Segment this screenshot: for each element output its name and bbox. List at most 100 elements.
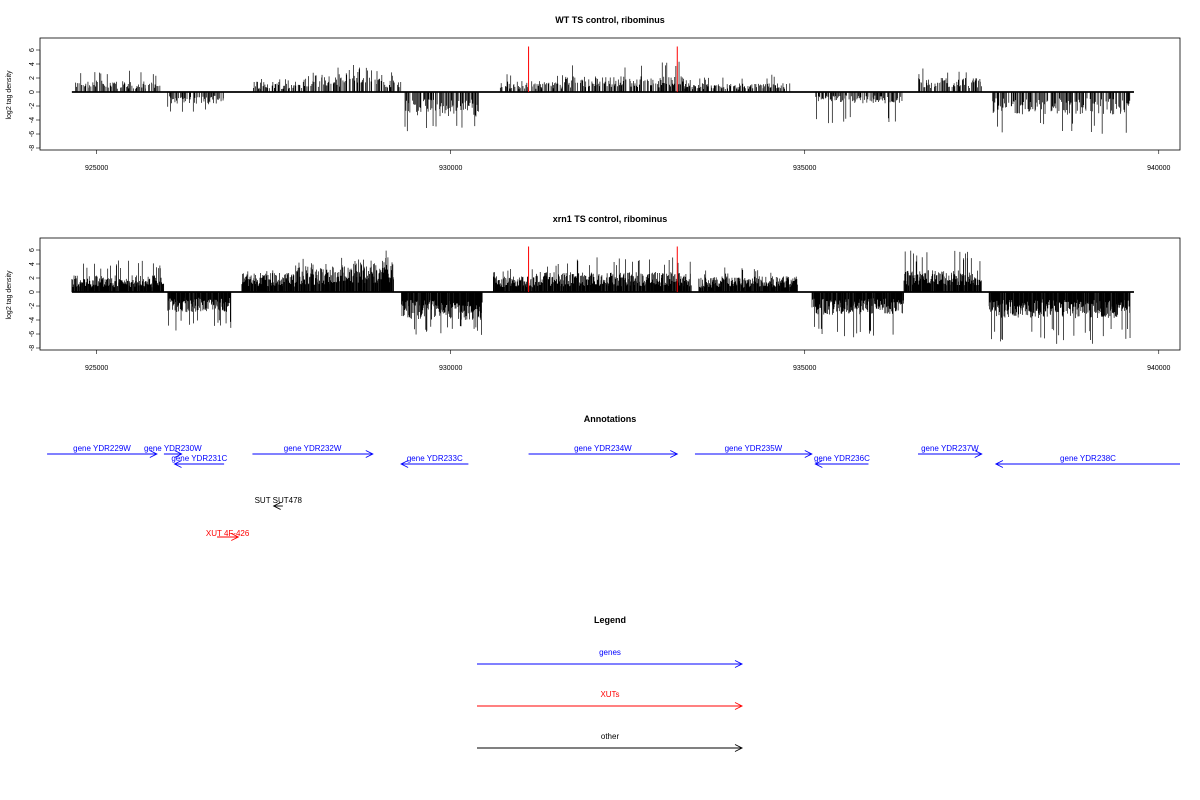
feature-label: gene YDR237W [921, 444, 979, 453]
feature-label: gene YDR236C [814, 454, 870, 463]
y-tick-label: 4 [29, 262, 36, 266]
density-segment [294, 257, 352, 292]
y-tick-label: -8 [29, 145, 36, 151]
density-segment [492, 269, 536, 292]
annotation-feature: gene YDR232W [252, 444, 374, 458]
density-segment [302, 67, 341, 92]
y-tick-label: -4 [29, 317, 36, 323]
density-segment [811, 292, 904, 338]
density-segment [992, 92, 1131, 134]
x-tick-label: 935000 [793, 365, 816, 372]
annotation-feature: gene YDR231C [171, 454, 227, 468]
density-segment [903, 250, 982, 292]
arrowhead-right [149, 450, 158, 458]
density-segment [918, 68, 982, 92]
x-tick-label: 930000 [439, 365, 462, 372]
x-tick-label: 935000 [793, 165, 816, 172]
wt-y-axis-label: log2 tag density [6, 70, 13, 120]
arrowhead-right [670, 450, 679, 458]
density-segment [340, 65, 383, 92]
y-tick-label: 0 [29, 290, 36, 294]
legend-arrowhead [734, 702, 744, 710]
y-tick-label: 6 [29, 48, 36, 52]
density-segment [564, 61, 691, 92]
density-segment [535, 257, 692, 292]
legend-arrowhead [734, 660, 744, 668]
feature-label: gene YDR230W [144, 444, 202, 453]
legend-arrowhead [734, 744, 744, 752]
xrn1-y-axis-label: log2 tag density [6, 270, 13, 320]
annotation-feature: gene YDR229W [47, 444, 158, 458]
feature-label: gene YDR234W [574, 444, 632, 453]
y-tick-label: -2 [29, 303, 36, 309]
x-tick-label: 940000 [1147, 165, 1170, 172]
wt-density-panel: WT TS control, ribominus log2 tag densit… [6, 15, 1181, 172]
xrn1-y-axis: 6 4 2 0 -2 -4 -6 -8 [29, 248, 41, 351]
density-segment [684, 74, 791, 92]
annotation-feature: gene YDR236C [814, 454, 870, 468]
legend-title: Legend [594, 615, 626, 625]
legend-panel: Legend genes XUTs other [477, 615, 744, 752]
density-segment [75, 70, 161, 92]
density-segment [351, 250, 394, 292]
legend-item: other [477, 732, 744, 752]
density-segment [253, 78, 303, 92]
feature-label: XUT 4F-426 [206, 529, 250, 538]
arrowhead-right [365, 450, 374, 458]
density-segment [71, 260, 165, 292]
y-tick-label: 6 [29, 248, 36, 252]
xrn1-x-axis: 925000 930000 935000 940000 [85, 350, 1171, 372]
y-tick-label: -2 [29, 103, 36, 109]
y-tick-label: -4 [29, 117, 36, 123]
wt-density-bars [71, 61, 1134, 134]
annotations-title: Annotations [584, 414, 637, 424]
feature-label: gene YDR233C [407, 454, 463, 463]
annotation-feature: gene YDR238C [994, 454, 1180, 468]
xrn1-density-bars [71, 250, 1134, 344]
y-tick-label: 4 [29, 62, 36, 66]
feature-label: gene YDR229W [73, 444, 131, 453]
y-tick-label: -8 [29, 345, 36, 351]
density-segment [815, 92, 903, 124]
x-tick-label: 925000 [85, 165, 108, 172]
arrowhead-left [272, 502, 281, 510]
x-tick-label: 940000 [1147, 365, 1170, 372]
legend-item-label: XUTs [600, 690, 619, 699]
density-segment [499, 74, 563, 92]
annotation-feature: gene YDR237W [918, 444, 983, 458]
density-segment [167, 292, 232, 331]
annotation-feature: gene YDR235W [694, 444, 813, 458]
legend-item: genes [477, 648, 744, 668]
y-tick-label: -6 [29, 331, 36, 337]
xrn1-density-panel: xrn1 TS control, ribominus log2 tag dens… [6, 214, 1181, 372]
legend-item-label: other [601, 732, 620, 741]
arrowhead-left [173, 460, 182, 468]
annotation-feature: gene YDR234W [528, 444, 679, 458]
density-segment [167, 92, 224, 112]
density-segment [404, 92, 479, 132]
y-tick-label: -6 [29, 131, 36, 137]
legend-item-label: genes [599, 648, 621, 657]
annotation-feature: gene YDR233C [400, 454, 469, 468]
arrowhead-left [814, 460, 823, 468]
feature-label: gene YDR235W [725, 444, 783, 453]
density-segment [988, 292, 1131, 344]
x-tick-label: 930000 [439, 165, 462, 172]
wt-x-axis: 925000 930000 935000 940000 [85, 150, 1171, 172]
wt-red-markers [528, 46, 678, 92]
arrowhead-left [994, 460, 1004, 468]
density-segment [241, 270, 295, 292]
feature-label: SUT SUT478 [255, 496, 303, 505]
arrowhead-right [974, 450, 983, 458]
xrn1-red-markers [528, 246, 678, 292]
xrn1-panel-title: xrn1 TS control, ribominus [553, 214, 668, 224]
wt-y-axis: 6 4 2 0 -2 -4 -6 -8 [29, 48, 41, 151]
annotation-feature: XUT 4F-426 [206, 529, 250, 541]
annotation-feature: SUT SUT478 [255, 496, 303, 510]
legend-item: XUTs [477, 690, 744, 710]
density-segment [383, 72, 402, 92]
y-tick-label: 2 [29, 76, 36, 80]
legend-items: genes XUTs other [477, 648, 744, 752]
